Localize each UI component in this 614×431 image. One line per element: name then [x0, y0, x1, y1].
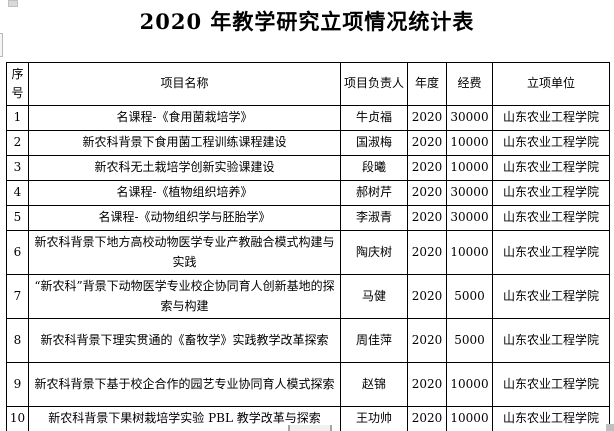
cell-unit: 山东农业工程学院	[492, 180, 610, 206]
header-year: 年度	[407, 62, 447, 106]
cell-leader: 李淑青	[340, 205, 408, 231]
table-row: 3 新农科无土栽培学创新实验课建设 段曦 2020 10000 山东农业工程学院	[6, 155, 610, 181]
cell-name: 新农科背景下理实贯通的《畜牧学》实践教学改革探索	[28, 318, 341, 363]
cell-leader: 陶庆树	[340, 230, 408, 275]
table-row: 5 名课程-《动物组织学与胚胎学》 李淑青 2020 30000 山东农业工程学…	[6, 205, 610, 231]
cell-name: 新农科背景下基于校企合作的园艺专业协同育人模式探索	[28, 362, 341, 407]
cell-name: 名课程-《食用菌栽培学》	[28, 105, 341, 131]
cell-no: 6	[6, 230, 29, 275]
cell-year: 2020	[407, 155, 447, 181]
cell-fund: 10000	[446, 362, 493, 407]
cell-unit: 山东农业工程学院	[492, 274, 610, 319]
cell-year: 2020	[407, 274, 447, 319]
cell-name: 新农科无土栽培学创新实验课建设	[28, 155, 341, 181]
table-row: 6 新农科背景下地方高校动物医学专业产教融合模式构建与实践 陶庆树 2020 1…	[6, 230, 610, 275]
window-edge-fragment	[8, 0, 18, 7]
pane-border-fragment	[0, 33, 3, 57]
header-name: 项目名称	[28, 62, 341, 106]
cell-unit: 山东农业工程学院	[492, 205, 610, 231]
cell-fund: 30000	[446, 180, 493, 206]
cell-leader: 段曦	[340, 155, 408, 181]
cell-name: 新农科背景下地方高校动物医学专业产教融合模式构建与实践	[28, 230, 341, 275]
cell-fund: 10000	[446, 406, 493, 431]
table-header-row: 序号 项目名称 项目负责人 年度 经费 立项单位	[6, 62, 610, 106]
cell-fund: 5000	[446, 274, 493, 319]
table-row: 9 新农科背景下基于校企合作的园艺专业协同育人模式探索 赵锦 2020 1000…	[6, 362, 610, 407]
cell-no: 8	[6, 318, 29, 363]
horizontal-scrollbar-thumb[interactable]	[288, 425, 332, 431]
cell-year: 2020	[407, 105, 447, 131]
cell-unit: 山东农业工程学院	[492, 155, 610, 181]
cell-name: 名课程-《动物组织学与胚胎学》	[28, 205, 341, 231]
header-fund: 经费	[446, 62, 493, 106]
page-title: 2020 年教学研究立项情况统计表	[139, 9, 475, 34]
scrollbar-corner-fragment[interactable]	[606, 424, 614, 431]
table-row: 8 新农科背景下理实贯通的《畜牧学》实践教学改革探索 周佳萍 2020 5000…	[6, 318, 610, 363]
cell-year: 2020	[407, 362, 447, 407]
header-leader: 项目负责人	[340, 62, 408, 106]
cell-unit: 山东农业工程学院	[492, 362, 610, 407]
cell-name: “新农科”背景下动物医学专业校企协同育人创新基地的探索与构建	[28, 274, 341, 319]
cell-year: 2020	[407, 230, 447, 275]
table-row: 7 “新农科”背景下动物医学专业校企协同育人创新基地的探索与构建 马健 2020…	[6, 274, 610, 319]
cell-leader: 周佳萍	[340, 318, 408, 363]
cell-no: 7	[6, 274, 29, 319]
cell-unit: 山东农业工程学院	[492, 130, 610, 156]
cell-no: 5	[6, 205, 29, 231]
cell-fund: 10000	[446, 230, 493, 275]
cell-unit: 山东农业工程学院	[492, 230, 610, 275]
table-row: 4 名课程-《植物组织培养》 郝树芹 2020 30000 山东农业工程学院	[6, 180, 610, 206]
cell-fund: 30000	[446, 105, 493, 131]
cell-year: 2020	[407, 318, 447, 363]
cell-name: 新农科背景下果树栽培学实验 PBL 教学改革与探索	[28, 406, 341, 431]
table-row: 10 新农科背景下果树栽培学实验 PBL 教学改革与探索 王功帅 2020 10…	[6, 406, 610, 431]
cell-leader: 王功帅	[340, 406, 408, 431]
table-row: 1 名课程-《食用菌栽培学》 牛贞福 2020 30000 山东农业工程学院	[6, 105, 610, 131]
cell-name: 名课程-《植物组织培养》	[28, 180, 341, 206]
header-no: 序号	[6, 62, 29, 106]
cell-leader: 马健	[340, 274, 408, 319]
cell-leader: 国淑梅	[340, 130, 408, 156]
cell-year: 2020	[407, 205, 447, 231]
cell-unit: 山东农业工程学院	[492, 406, 610, 431]
cell-year: 2020	[407, 406, 447, 431]
cell-no: 10	[6, 406, 29, 431]
cell-unit: 山东农业工程学院	[492, 318, 610, 363]
cell-leader: 郝树芹	[340, 180, 408, 206]
cell-leader: 赵锦	[340, 362, 408, 407]
cell-unit: 山东农业工程学院	[492, 105, 610, 131]
header-unit: 立项单位	[492, 62, 610, 106]
cell-no: 1	[6, 105, 29, 131]
cell-no: 2	[6, 130, 29, 156]
cell-fund: 10000	[446, 155, 493, 181]
cell-leader: 牛贞福	[340, 105, 408, 131]
cell-no: 9	[6, 362, 29, 407]
cell-year: 2020	[407, 130, 447, 156]
table-row: 2 新农科背景下食用菌工程训练课程建设 国淑梅 2020 10000 山东农业工…	[6, 130, 610, 156]
cell-fund: 30000	[446, 205, 493, 231]
cell-fund: 10000	[446, 130, 493, 156]
cell-year: 2020	[407, 180, 447, 206]
cell-no: 3	[6, 155, 29, 181]
cell-name: 新农科背景下食用菌工程训练课程建设	[28, 130, 341, 156]
cell-fund: 5000	[446, 318, 493, 363]
statistics-table: 序号 项目名称 项目负责人 年度 经费 立项单位 1 名课程-《食用菌栽培学》 …	[6, 62, 610, 431]
cell-no: 4	[6, 180, 29, 206]
